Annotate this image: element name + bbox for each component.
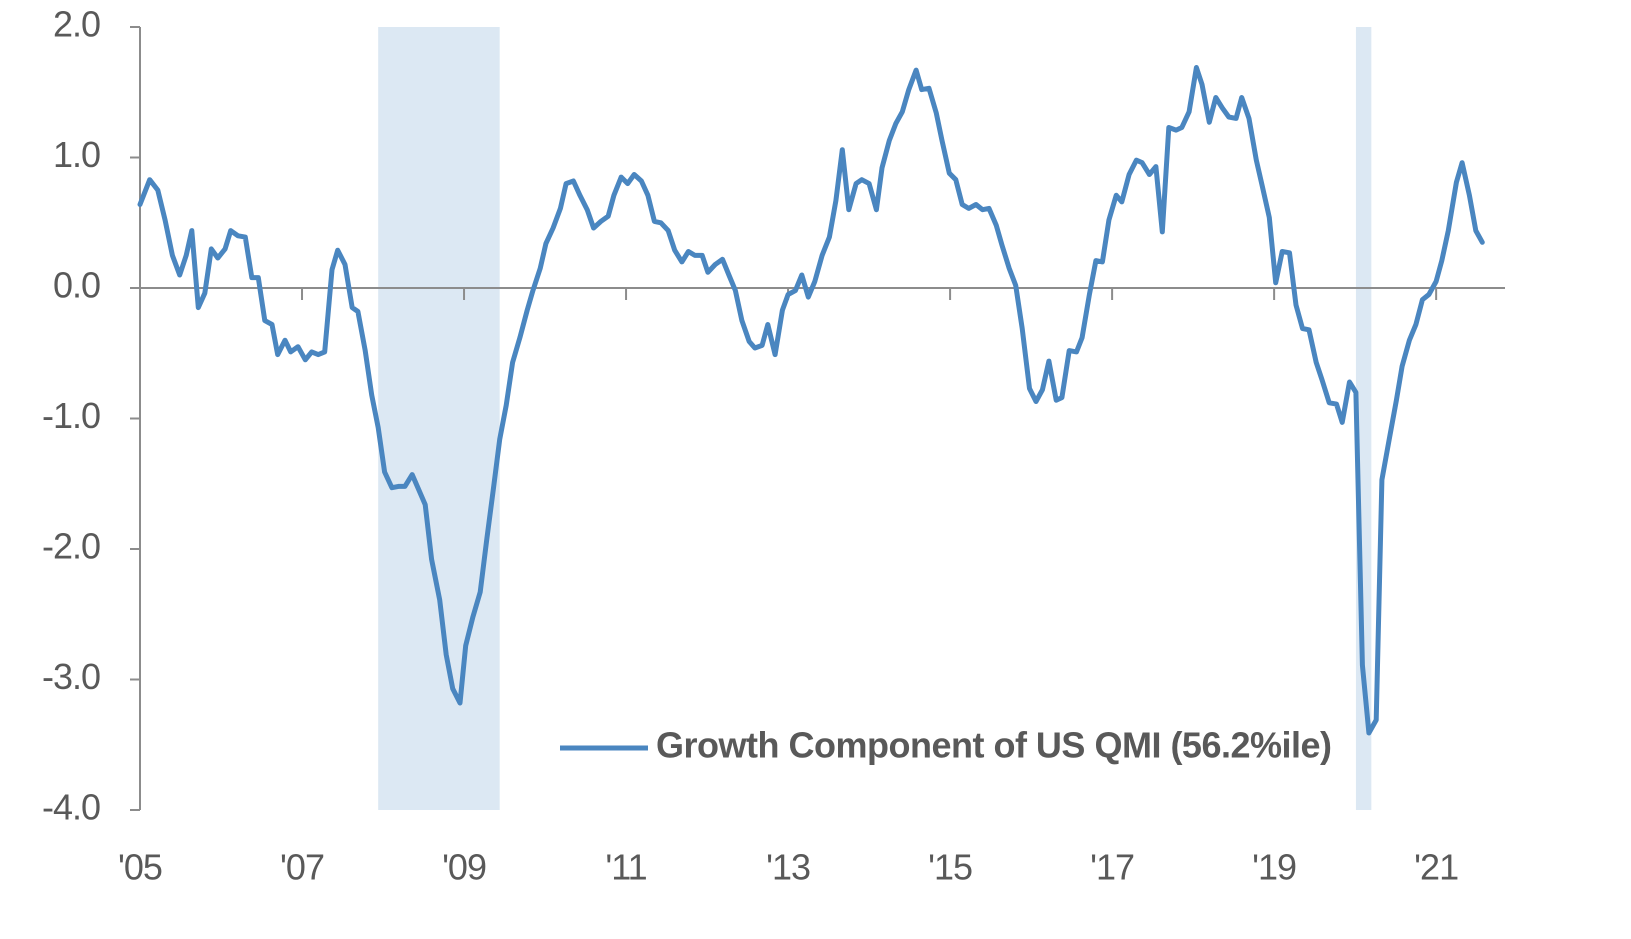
x-tick-label: '05 [118, 847, 162, 888]
x-tick-label: '11 [605, 847, 646, 888]
y-tick-label: 0.0 [53, 265, 100, 306]
x-tick-label: '19 [1252, 847, 1296, 888]
y-tick-label: 2.0 [53, 4, 100, 45]
x-tick-label: '15 [928, 847, 972, 888]
x-tick-label: '13 [766, 847, 810, 888]
data-line [137, 65, 1485, 736]
y-tick-label: -4.0 [42, 787, 100, 828]
x-tick-label: '21 [1414, 847, 1458, 888]
y-tick-label: -1.0 [42, 395, 100, 436]
y-tick-label: 1.0 [53, 134, 100, 175]
x-tick-label: '07 [280, 847, 324, 888]
x-tick-label: '09 [442, 847, 486, 888]
y-tick-label: -2.0 [42, 526, 100, 567]
x-tick-label: '17 [1090, 847, 1134, 888]
y-tick-label: -3.0 [42, 656, 100, 697]
legend-label: Growth Component of US QMI (56.2%ile) [656, 725, 1332, 766]
shaded-region [378, 27, 500, 810]
